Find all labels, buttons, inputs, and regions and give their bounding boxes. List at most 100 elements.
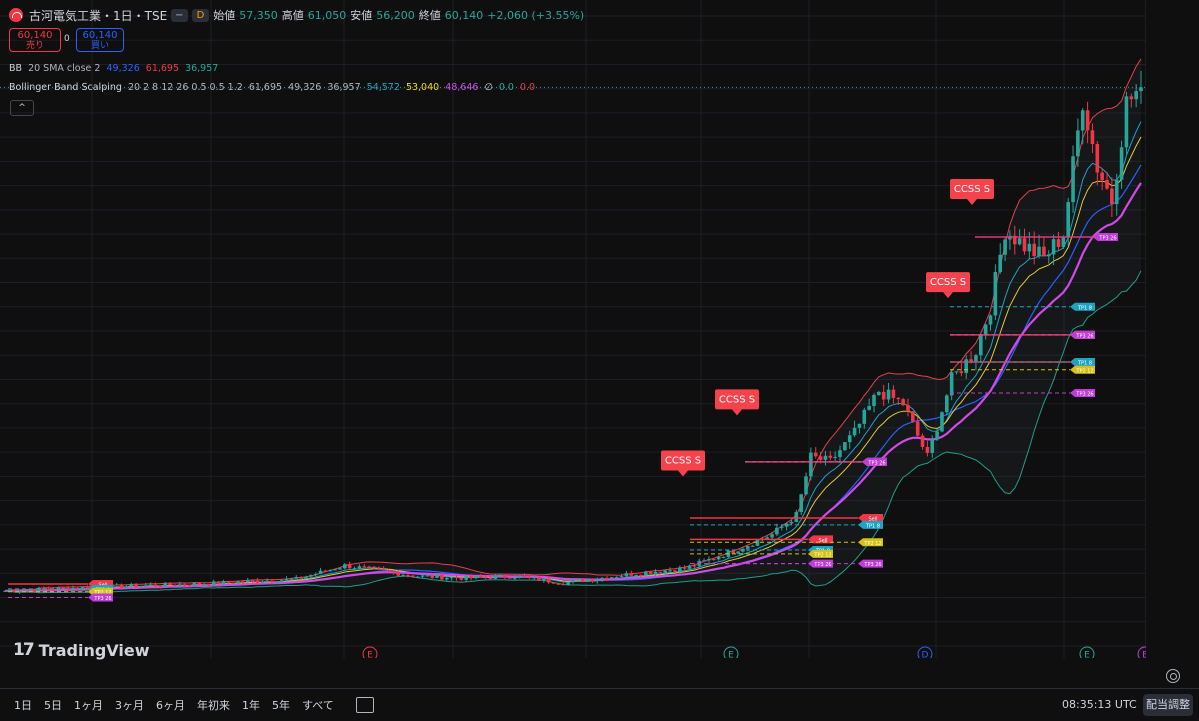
bbs-value-6: 48,646	[445, 82, 479, 93]
minimize-icon[interactable]: −	[171, 8, 188, 22]
candle-body	[964, 359, 969, 374]
sell-button[interactable]: 60,140 売り	[9, 28, 61, 52]
candle-body	[716, 557, 721, 560]
candle-body	[401, 574, 405, 576]
candle-body	[478, 576, 483, 578]
candle-body	[216, 581, 221, 585]
candle-body	[668, 570, 672, 572]
range-button-5[interactable]: 年初来	[197, 699, 230, 712]
candle-body	[255, 580, 260, 583]
candle-body	[891, 389, 896, 398]
candle-body	[906, 405, 910, 412]
candle-body	[784, 523, 789, 527]
candle-body	[877, 391, 881, 395]
signal-callout	[715, 389, 759, 410]
signal-callout	[661, 450, 705, 471]
candle-body	[998, 254, 1003, 272]
candle-body	[1017, 238, 1022, 245]
tp2-label-tag	[858, 538, 883, 547]
range-button-0[interactable]: 1日	[14, 699, 32, 712]
candle-body	[1080, 110, 1085, 131]
candle-body	[347, 564, 352, 569]
candle-body	[17, 591, 22, 593]
candle-body	[663, 570, 668, 573]
high-label: 高値	[281, 9, 304, 22]
candle-body	[988, 315, 993, 325]
candle-body	[576, 579, 580, 581]
candle-body	[818, 456, 823, 460]
low-label: 安値	[350, 9, 373, 22]
candle-body	[862, 409, 867, 424]
candle-body	[1051, 239, 1056, 255]
bbs-indicator-legend[interactable]: Bollinger Band Scalping 20 2 8 12 26 0.5…	[9, 82, 538, 93]
buy-button[interactable]: 60,140 買い	[76, 28, 124, 52]
signal-text: CCSS S	[954, 184, 990, 195]
candle-body	[512, 577, 517, 579]
range-button-2[interactable]: 1ヶ月	[74, 699, 103, 712]
collapse-legend-button[interactable]: ^	[10, 100, 34, 116]
candle-body	[245, 580, 250, 583]
candle-body	[377, 567, 381, 569]
range-button-7[interactable]: 5年	[272, 699, 290, 712]
low-value: 56,200	[376, 8, 415, 22]
event-marker-label: E	[1084, 651, 1090, 659]
candle-body	[794, 512, 799, 522]
candle-body	[46, 588, 51, 590]
event-marker	[917, 646, 933, 658]
goto-date-calendar-icon[interactable]	[355, 697, 374, 713]
candle-body	[770, 534, 774, 538]
range-button-1[interactable]: 5日	[44, 699, 62, 712]
dividend-badge[interactable]: D	[191, 8, 210, 22]
candle-body	[284, 578, 289, 581]
buy-label: 買い	[90, 41, 109, 51]
candle-body	[51, 589, 56, 591]
candle-body	[37, 587, 41, 592]
tp2-label-text: TP2 12	[93, 590, 111, 596]
signal-callout-pointer	[943, 292, 953, 299]
candle-body	[226, 581, 231, 583]
spread-value: 0	[64, 34, 70, 44]
candle-body	[211, 581, 216, 586]
bb-indicator-legend[interactable]: BB 20 SMA close 2 49,326 61,695 36,957	[9, 63, 221, 74]
bb-upper-line	[4, 58, 1142, 592]
candle-body	[809, 452, 813, 477]
candle-body	[420, 575, 425, 577]
candle-body	[527, 576, 532, 578]
candle-body	[425, 575, 430, 577]
range-button-4[interactable]: 6ヶ月	[156, 699, 185, 712]
candle-body	[381, 568, 386, 571]
price-chart[interactable]: 67,50065,00062,50060,00057,50055,00052,5…	[0, 0, 1146, 658]
range-button-8[interactable]: すべて	[302, 699, 334, 712]
close-label: 終値	[418, 9, 441, 22]
candle-body	[653, 571, 658, 574]
symbol-title[interactable]: 古河電気工業・1日・TSE	[29, 8, 168, 23]
candle-body	[464, 575, 468, 580]
candle-body	[148, 584, 153, 586]
candle-body	[881, 391, 886, 400]
candle-body	[542, 578, 546, 581]
candle-body	[1119, 147, 1124, 180]
bb-basis-value: 49,326	[106, 63, 140, 74]
dividend-adjust-button[interactable]: 配当調整	[1143, 694, 1193, 716]
candle-body	[969, 359, 973, 362]
candle-body	[279, 580, 284, 583]
candle-body	[231, 582, 235, 584]
bb-lower-value: 36,957	[185, 63, 219, 74]
candle-body	[1046, 254, 1051, 257]
candle-body	[571, 580, 575, 583]
candle-body	[983, 324, 988, 336]
candle-body	[974, 355, 978, 362]
event-marker	[1079, 646, 1095, 658]
candle-body	[532, 577, 536, 579]
candle-body	[1032, 243, 1036, 257]
candle-body	[546, 578, 551, 583]
candle-body	[537, 577, 541, 581]
candle-body	[299, 577, 303, 579]
candle-body	[736, 551, 740, 554]
settings-gear-icon[interactable]	[1166, 669, 1180, 683]
range-button-3[interactable]: 3ヶ月	[115, 699, 144, 712]
signal-callout	[926, 272, 970, 293]
tradingview-logo[interactable]: 17 TradingView	[13, 640, 150, 660]
range-button-6[interactable]: 1年	[242, 699, 260, 712]
signal-callout-pointer	[732, 409, 742, 416]
